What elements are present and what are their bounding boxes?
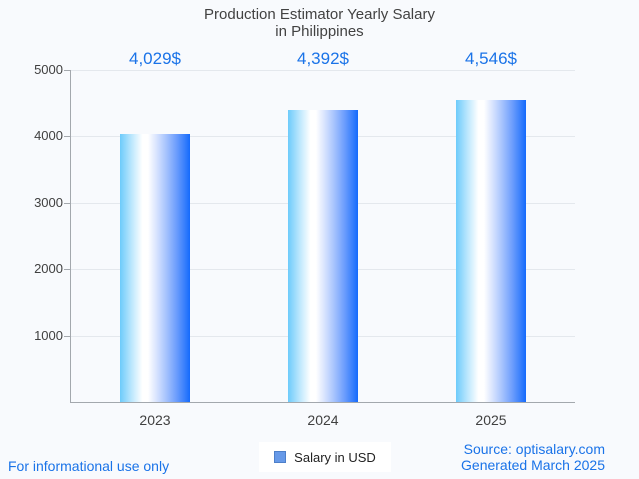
legend-swatch-icon xyxy=(274,451,287,463)
legend: Salary in USD xyxy=(259,442,391,472)
y-axis-label-4000: 4000 xyxy=(34,128,63,144)
chart-title: Production Estimator Yearly Salary in Ph… xyxy=(0,6,639,40)
y-axis-label-5000: 5000 xyxy=(34,62,63,77)
plot-area: 1000 2000 3000 4000 5000 4,029$ 2023 4,392$ 2024… xyxy=(34,49,575,428)
bar-2023[interactable] xyxy=(120,134,190,402)
generated-date: Generated March 2025 xyxy=(461,457,605,473)
y-tick-3000 xyxy=(64,202,71,204)
y-tick-2000 xyxy=(64,269,71,271)
source-link[interactable]: Source: optisalary.com xyxy=(463,441,605,457)
value-label-2024: 4,392$ xyxy=(297,49,349,68)
y-tick-5000 xyxy=(64,70,71,71)
bar-2025[interactable] xyxy=(456,100,526,402)
gridline-5000 xyxy=(71,70,575,71)
value-label-2023: 4,029$ xyxy=(129,49,181,68)
x-axis-label-2023: 2023 xyxy=(139,412,171,428)
x-axis-label-2025: 2025 xyxy=(475,412,507,428)
x-axis-label-2024: 2024 xyxy=(307,412,339,428)
y-tick-4000 xyxy=(64,136,71,138)
y-axis-label-2000: 2000 xyxy=(34,261,63,277)
bar-2024[interactable] xyxy=(288,110,358,402)
y-axis-label-1000: 1000 xyxy=(34,327,63,343)
legend-label: Salary in USD xyxy=(294,449,376,465)
y-axis-label-3000: 3000 xyxy=(34,194,63,210)
footer-source-block: Source: optisalary.com Generated March 2… xyxy=(461,441,605,473)
footer-disclaimer: For informational use only xyxy=(8,458,170,474)
chart-title-line2: in Philippines xyxy=(275,23,364,40)
value-label-2025: 4,546$ xyxy=(465,49,517,68)
y-tick-1000 xyxy=(64,335,71,337)
chart-title-line1: Production Estimator Yearly Salary xyxy=(204,6,435,23)
